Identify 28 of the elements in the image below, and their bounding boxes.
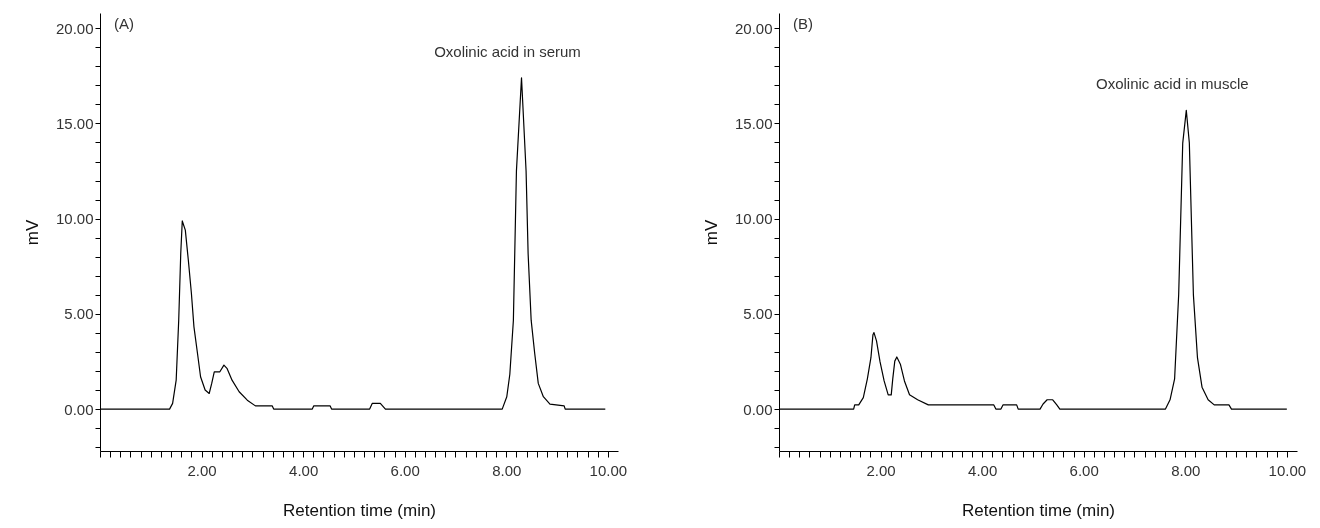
x-tick-label: 10.00	[1268, 461, 1307, 479]
x-tick-label: 4.00	[289, 461, 319, 479]
y-tick-label: 0.00	[743, 400, 773, 418]
x-tick-label: 10.00	[589, 461, 628, 479]
x-tick-label: 2.00	[187, 461, 217, 479]
annotation: (A)	[114, 15, 134, 32]
annotation: (B)	[793, 15, 813, 32]
y-axis-title: mV	[701, 219, 721, 246]
y-tick-label: 15.00	[55, 114, 94, 132]
y-tick-label: 20.00	[55, 19, 94, 37]
x-axis-title: Retention time (min)	[961, 500, 1116, 520]
y-tick-label: 10.00	[55, 210, 94, 228]
x-tick-label: 4.00	[968, 461, 998, 479]
y-tick-label: 10.00	[734, 210, 773, 228]
x-tick-label: 6.00	[1069, 461, 1099, 479]
x-tick-label: 6.00	[390, 461, 420, 479]
x-tick-label: 2.00	[866, 461, 896, 479]
y-tick-label: 0.00	[64, 400, 94, 418]
y-tick-label: 5.00	[64, 305, 94, 323]
y-tick-label: 5.00	[743, 305, 773, 323]
x-axis-title: Retention time (min)	[282, 500, 437, 520]
y-axis-title: mV	[22, 219, 42, 246]
y-tick-label: 20.00	[734, 19, 773, 37]
annotation: Oxolinic acid in serum	[434, 42, 581, 60]
x-tick-label: 8.00	[1171, 461, 1201, 479]
y-tick-label: 15.00	[734, 114, 773, 132]
annotation: Oxolinic acid in muscle	[1096, 75, 1249, 93]
x-tick-label: 8.00	[492, 461, 522, 479]
